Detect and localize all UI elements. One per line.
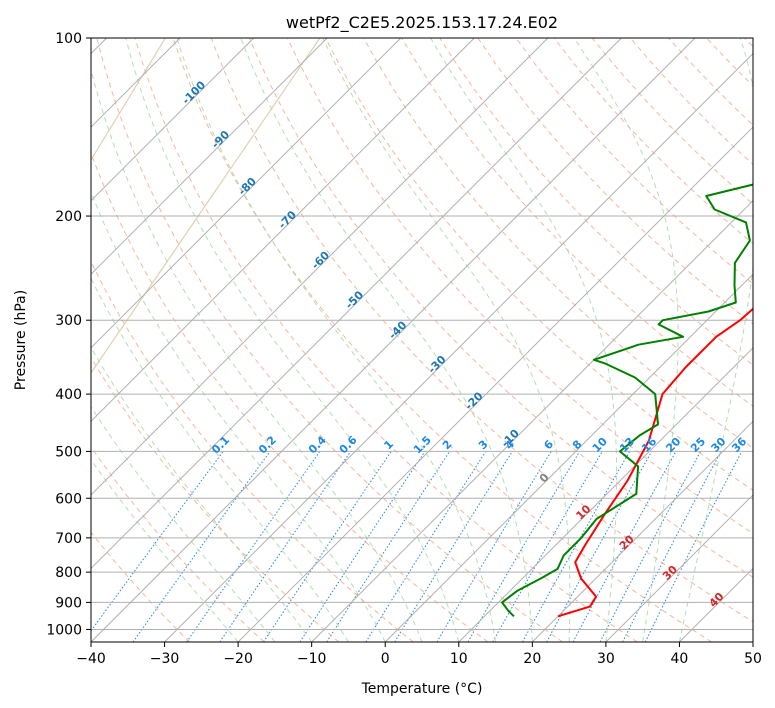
dry-adiabat-line xyxy=(515,38,753,285)
isotherm-line xyxy=(311,199,753,642)
dry-adiabat-line xyxy=(134,38,638,642)
y-tick-label: 200 xyxy=(55,209,82,225)
moist-adiabat-line xyxy=(573,38,679,642)
dry-adiabat-line xyxy=(96,38,563,642)
x-tick-label: −30 xyxy=(150,651,180,667)
x-axis-label: Temperature (°C) xyxy=(361,681,483,697)
x-tick-label: 50 xyxy=(744,651,762,667)
moist-adiabat-line xyxy=(91,405,276,642)
isotherm-line xyxy=(237,126,753,642)
mixing-ratio-line xyxy=(522,451,631,642)
dry-adiabat-line xyxy=(91,445,265,642)
moist-adiabat-line xyxy=(430,38,618,642)
y-tick-label: 100 xyxy=(55,31,82,47)
moist-adiabat-line xyxy=(91,277,349,642)
mixing-ratio-line xyxy=(219,451,352,642)
x-tick-label: 30 xyxy=(597,651,615,667)
y-axis-label: Pressure (hPa) xyxy=(13,290,29,390)
y-tick-label: 600 xyxy=(55,491,82,507)
y-tick-label: 700 xyxy=(55,531,82,547)
y-tick-label: 500 xyxy=(55,444,82,460)
isotherm-line xyxy=(164,52,753,642)
profile-lines xyxy=(501,183,753,618)
mixing-ratio-line xyxy=(91,451,224,632)
dry-adiabat-line xyxy=(91,531,191,642)
x-tick-label: −10 xyxy=(297,651,327,667)
background-lines xyxy=(91,38,753,642)
x-tick-label: −40 xyxy=(76,651,106,667)
dry-adiabat-line xyxy=(401,38,753,407)
isotherm-line xyxy=(91,38,622,570)
moist-adiabat-line xyxy=(125,38,460,642)
mixing-ratio-line xyxy=(365,451,487,642)
isotherm-line xyxy=(605,494,753,642)
x-tick-label: 40 xyxy=(671,651,689,667)
y-tick-label: 300 xyxy=(55,313,82,329)
moist-adiabat-line xyxy=(91,458,239,642)
y-tick-label: 800 xyxy=(55,565,82,581)
x-tick-label: 20 xyxy=(523,651,541,667)
isotherm-line xyxy=(91,38,475,423)
x-tick-label: 10 xyxy=(450,651,468,667)
mixing-ratio-line xyxy=(263,451,392,642)
x-axis-ticks: −40 −30 −20 −10 0 10 20 30 40 50 xyxy=(76,642,762,667)
temperature-profile-line xyxy=(557,307,753,618)
dry-adiabat-line xyxy=(91,356,340,642)
x-tick-label: −20 xyxy=(223,651,253,667)
y-tick-label: 400 xyxy=(55,387,82,403)
isotherm-line xyxy=(91,38,402,349)
moist-adiabat-line xyxy=(322,38,571,642)
moist-adiabat-line xyxy=(91,67,423,642)
y-tick-label: 900 xyxy=(55,595,82,611)
moist-adiabat-line xyxy=(176,38,497,642)
x-tick-label: 0 xyxy=(381,651,390,667)
mixing-ratio-line xyxy=(622,451,722,642)
mixing-ratio-line xyxy=(599,451,702,642)
mixing-ratio-line xyxy=(326,451,451,642)
dewpoint-profile-line xyxy=(501,183,753,618)
isotherm-line xyxy=(531,420,753,642)
mixing-ratio-line xyxy=(186,451,321,642)
dry-adiabat-line xyxy=(439,38,753,366)
isotherm-line xyxy=(384,273,753,642)
y-axis-ticks: 1000 900 800 700 600 500 400 300 200 100 xyxy=(46,31,91,638)
y-tick-label: 1000 xyxy=(46,622,82,638)
mixing-ratio-line xyxy=(546,451,653,642)
isotherm-line xyxy=(91,38,696,642)
mixing-ratio-line xyxy=(572,451,677,642)
dry-adiabat-line xyxy=(91,151,489,642)
moist-adiabat-line xyxy=(91,190,386,642)
mixing-ratio-line xyxy=(299,451,426,642)
plot-frame xyxy=(90,37,754,643)
moist-adiabat-line xyxy=(91,346,313,642)
mixing-ratio-line xyxy=(436,451,552,642)
isotherm-line xyxy=(91,38,255,202)
dry-adiabat-line xyxy=(210,38,753,623)
mixing-ratio-line xyxy=(132,451,271,642)
isotherm-line xyxy=(91,38,328,275)
moist-adiabat-line xyxy=(240,38,533,642)
isotherm-line xyxy=(91,38,549,496)
mixing-ratio-line xyxy=(644,451,743,642)
chart-title: wetPf2_C2E5.2025.153.17.24.E02 xyxy=(286,13,558,33)
dry-adiabat-line xyxy=(172,38,713,642)
dry-adiabat-line xyxy=(248,38,753,578)
isotherm-line xyxy=(458,347,753,642)
mixing-ratio-line xyxy=(394,451,513,642)
reference-curve xyxy=(91,38,321,374)
